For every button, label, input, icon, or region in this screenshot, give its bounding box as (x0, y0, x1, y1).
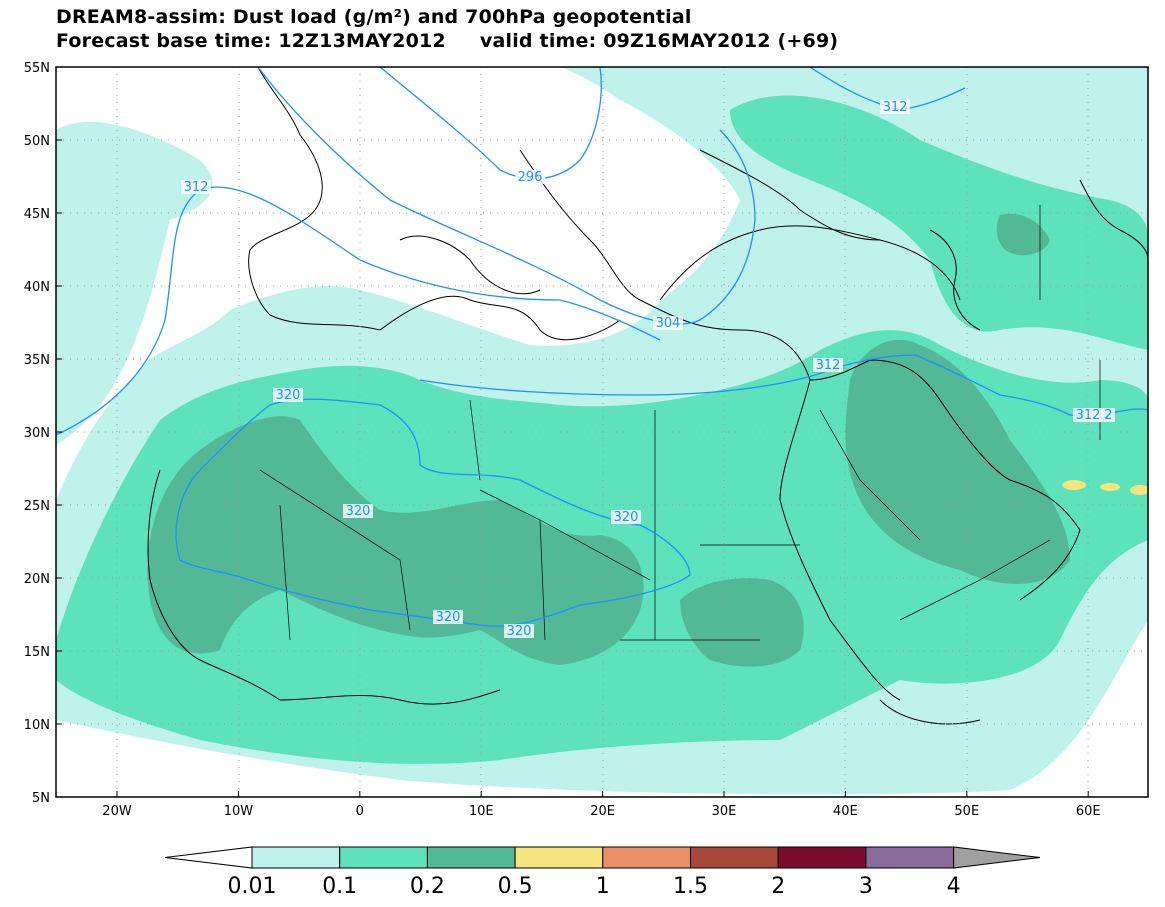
colorbar-label: 3 (859, 874, 873, 899)
contour-320 (175, 398, 691, 627)
latitude-label: 15N (24, 645, 50, 660)
contour-label: 320 (614, 510, 639, 525)
colorbar-label: 4 (947, 874, 961, 899)
latitude-label: 50N (24, 134, 50, 149)
latitude-label: 55N (24, 61, 50, 76)
colorbar-label: 0.01 (228, 874, 277, 899)
contour-label: 296 (518, 170, 543, 185)
colorbar-label: 0.1 (322, 874, 357, 899)
colorbar-swatch (514, 846, 604, 869)
latitude-label: 20N (24, 572, 50, 587)
longitude-label: 10E (469, 804, 494, 819)
contour-312-mideast (419, 354, 1148, 417)
colorbar-swatch (426, 846, 516, 869)
colorbar-swatch (602, 846, 691, 869)
coastlines (147, 67, 1148, 725)
contour-labels: 312312296312320320320320320312312304 (181, 100, 1115, 639)
longitude-label: 30E (712, 804, 737, 819)
longitude-label: 20W (102, 804, 132, 819)
longitude-label: 60E (1076, 804, 1101, 819)
contour-label: 312 (1076, 408, 1101, 423)
latitude-label: 5N (32, 791, 50, 806)
colorbar-swatch (865, 846, 955, 869)
contour-312-west (56, 186, 661, 436)
colorbar-under-triangle (164, 846, 253, 869)
latitude-labels: 55N 50N 45N 40N 35N 30N 25N 20N 15N 10N 5N (24, 61, 62, 806)
chart-title: DREAM8-assim: Dust load (g/m²) and 700hP… (56, 6, 692, 28)
colorbar-over-triangle (953, 846, 1041, 869)
colorbar-swatch (777, 846, 867, 869)
contour-label: 312 (816, 358, 841, 373)
latitude-label: 25N (24, 499, 50, 514)
country-borders (259, 205, 1101, 641)
colorbar-label: 2 (771, 874, 785, 899)
contour-label: 320 (346, 504, 371, 519)
contour-label: 320 (507, 624, 532, 639)
longitude-label: 50E (954, 804, 979, 819)
colorbar-swatch (339, 846, 428, 869)
colorbar: 0.01 0.1 0.2 0.5 1 1.5 2 3 4 (164, 846, 1041, 899)
latitude-label: 35N (24, 353, 50, 368)
colorbar-label: 1 (596, 874, 610, 899)
colorbar-swatch (251, 846, 341, 869)
forecast-time-subtitle: Forecast base time: 12Z13MAY2012 valid t… (56, 30, 839, 52)
latitude-label: 30N (24, 426, 50, 441)
contour-label: 312 (184, 180, 209, 195)
contour-label: 320 (436, 610, 461, 625)
contour-label: 312 (883, 100, 908, 115)
colorbar-swatch (690, 846, 779, 869)
longitude-label: 40E (833, 804, 858, 819)
latitude-label: 10N (24, 718, 50, 733)
dust-level-0.2 (147, 416, 644, 665)
longitude-label: 0 (356, 804, 364, 819)
longitude-label: 20E (590, 804, 615, 819)
latitude-label: 40N (24, 280, 50, 295)
longitude-label: 10W (224, 804, 254, 819)
colorbar-label: 0.2 (410, 874, 445, 899)
longitude-labels: 20W 10W 0 10E 20E 30E 40E 50E 60E (102, 791, 1101, 819)
geopotential-contours (56, 67, 1148, 627)
contour-label: 320 (276, 388, 301, 403)
gridlines (56, 67, 1148, 797)
colorbar-label: 0.5 (498, 874, 533, 899)
contour-label: 304 (656, 316, 681, 331)
contour-304 (257, 67, 756, 325)
latitude-label: 45N (24, 207, 50, 222)
colorbar-label: 1.5 (673, 874, 708, 899)
